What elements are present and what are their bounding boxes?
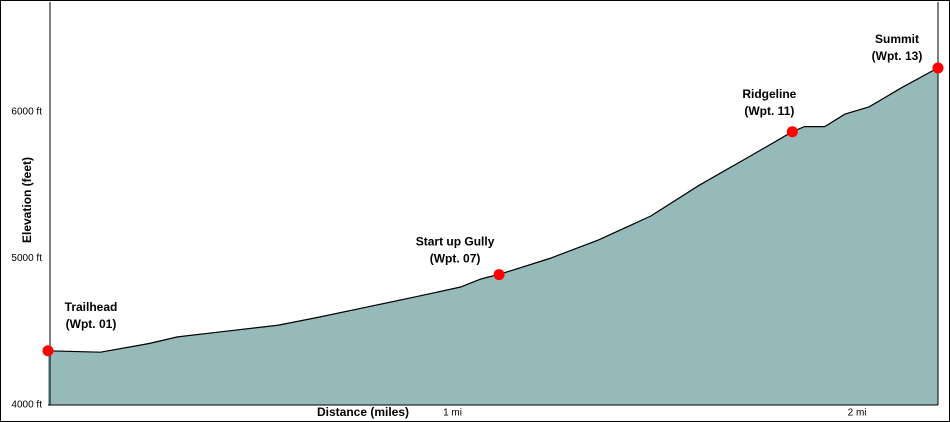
waypoint-marker [42, 345, 54, 357]
waypoint-marker [932, 62, 944, 74]
waypoint-label: (Wpt. 13) [872, 49, 923, 63]
area-fill [48, 67, 938, 406]
y-axis-title: Elevation (feet) [20, 157, 34, 243]
waypoint-marker [786, 126, 798, 138]
y-tick-label: 6000 ft [11, 107, 42, 118]
waypoint-name: Trailhead [65, 300, 118, 314]
waypoint-label: (Wpt. 07) [430, 252, 481, 266]
waypoint-label: (Wpt. 01) [66, 317, 117, 331]
y-tick-label: 4000 ft [11, 400, 42, 411]
x-axis-title: Distance (miles) [317, 405, 409, 419]
x-tick-label: 1 mi [443, 408, 462, 419]
profile-line [47, 67, 939, 353]
waypoint-marker [493, 269, 505, 281]
waypoint-label: (Wpt. 11) [744, 104, 794, 118]
x-tick-label: 2 mi [848, 408, 867, 419]
y-tick-label: 5000 ft [11, 253, 42, 264]
waypoint-name: Summit [875, 32, 919, 46]
waypoint-name: Start up Gully [416, 235, 495, 249]
waypoint-name: Ridgeline [742, 87, 796, 101]
